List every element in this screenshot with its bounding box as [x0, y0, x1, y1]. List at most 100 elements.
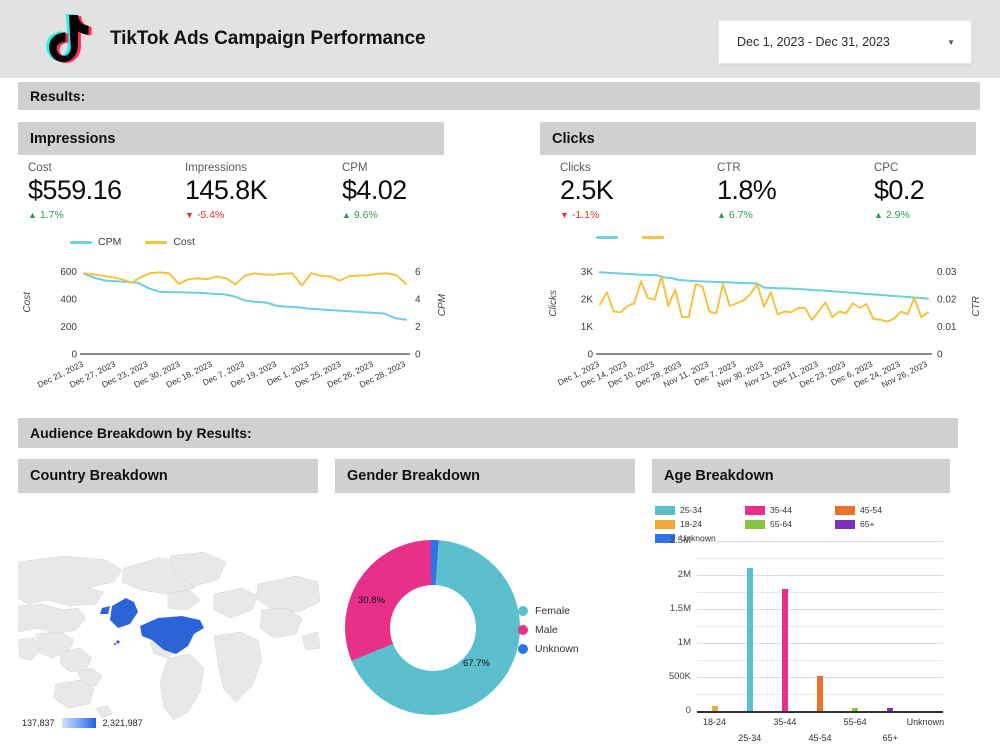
card-title-gender: Gender Breakdown: [347, 468, 480, 484]
svg-text:400: 400: [60, 295, 77, 306]
legend-item-35-44[interactable]: 35-44: [745, 505, 825, 515]
legend-item-cpm[interactable]: CPM: [70, 236, 121, 248]
donut-label-female: 67.7%: [463, 658, 490, 669]
bar-35-44[interactable]: [781, 588, 788, 711]
legend-label: Female: [535, 605, 571, 617]
kpi-value: $4.02: [342, 175, 407, 205]
legend-item-male[interactable]: Male: [518, 624, 579, 636]
y-axis-tick: 2.5M: [669, 535, 691, 546]
legend-dot: [518, 644, 528, 654]
kpi-label: CTR: [717, 162, 741, 174]
card-title-country: Country Breakdown: [30, 468, 168, 484]
legend-item-cost[interactable]: Cost: [145, 236, 195, 248]
kpi-label: CPC: [874, 162, 899, 174]
gridline: [697, 609, 943, 610]
legend-item-65plus[interactable]: 65+: [835, 519, 915, 529]
kpi-delta-value: 1.7%: [39, 209, 64, 222]
kpi-delta: ▼ -5.4%: [185, 209, 342, 221]
kpi-delta: ▼ -1.1%: [560, 209, 717, 221]
gridline-minor: [697, 592, 943, 593]
legend-swatch: [596, 236, 618, 239]
kpi-clicks: Clicks 2.5K ▼ -1.1%: [560, 162, 717, 221]
bar-45-54[interactable]: [817, 676, 823, 711]
bar-25-34[interactable]: [746, 568, 753, 711]
legend-swatch: [642, 236, 664, 239]
legend-swatch: [655, 519, 675, 529]
y-axis-tick: 2M: [677, 569, 691, 580]
kpi-delta-value: 2.9%: [885, 209, 910, 222]
legend-item-18-24[interactable]: 18-24: [655, 519, 735, 529]
svg-text:600: 600: [60, 267, 77, 278]
legend-label: 35-44: [770, 505, 792, 515]
legend-swatch: [655, 533, 675, 543]
highlight-united-states: [100, 598, 204, 654]
legend-item-clicks[interactable]: [596, 236, 618, 239]
map-legend-min: 137,837: [22, 718, 55, 728]
donut-hole: [389, 584, 476, 671]
section-label-audience: Audience Breakdown by Results:: [30, 425, 252, 441]
svg-text:0.02: 0.02: [937, 295, 957, 306]
legend-label: 65+: [860, 519, 875, 529]
age-breakdown-chart[interactable]: 25-34 35-44 45-54 18-24 55-64 65+ Unknown 0 500…: [655, 505, 955, 745]
bar-18-24[interactable]: [711, 706, 718, 711]
svg-text:200: 200: [60, 322, 77, 333]
kpi-value: 1.8%: [717, 175, 777, 205]
top-bar: TikTok Ads Campaign Performance Dec 1, 2…: [0, 0, 1000, 78]
kpi-row-impressions: Cost $559.16 ▲ 1.7% Impressions 145.8K ▼…: [28, 162, 499, 221]
x-axis-tick: 25-34: [738, 733, 762, 743]
legend-swatch: [70, 240, 92, 244]
legend-item-unknown[interactable]: Unknown: [655, 533, 735, 543]
legend-label: 55-64: [770, 519, 792, 529]
kpi-value: $0.2: [874, 175, 925, 205]
legend-swatch: [145, 240, 168, 244]
kpi-value: 145.8K: [185, 175, 268, 205]
legend-item-ctr[interactable]: [642, 236, 664, 239]
x-axis-tick: 55-64: [843, 717, 867, 727]
legend-item-25-34[interactable]: 25-34: [655, 505, 735, 515]
arrow-up-icon: ▲: [874, 209, 883, 220]
arrow-up-icon: ▲: [342, 209, 351, 220]
kpi-label: Clicks: [560, 162, 591, 174]
kpi-label: Cost: [28, 162, 52, 174]
kpi-delta-value: 6.7%: [728, 209, 753, 222]
svg-text:0.03: 0.03: [937, 267, 957, 278]
arrow-down-icon: ▼: [185, 209, 194, 220]
legend-item-55-64[interactable]: 55-64: [745, 519, 825, 529]
kpi-label: Impressions: [185, 162, 247, 174]
date-range-picker[interactable]: Dec 1, 2023 - Dec 31, 2023 ▼: [718, 20, 972, 64]
card-header-country: Country Breakdown: [18, 459, 318, 493]
legend-swatch: [835, 519, 855, 529]
svg-text:0: 0: [415, 350, 421, 361]
legend-label: Cost: [173, 236, 195, 248]
donut-ring: [345, 540, 520, 715]
legend-item-female[interactable]: Female: [518, 605, 579, 617]
country-breakdown-map[interactable]: [18, 548, 320, 738]
kpi-delta: ▲ 2.9%: [874, 209, 1000, 221]
y-axis-tick: 1.5M: [669, 603, 691, 614]
legend-dot: [518, 625, 528, 635]
bar-65+[interactable]: [887, 708, 894, 711]
kpi-ctr: CTR 1.8% ▲ 6.7%: [717, 162, 874, 221]
kpi-value: $559.16: [28, 175, 122, 205]
kpi-cost: Cost $559.16 ▲ 1.7%: [28, 162, 185, 221]
x-axis-tick: 45-54: [808, 733, 832, 743]
kpi-label: CPM: [342, 162, 368, 174]
svg-text:6: 6: [415, 267, 421, 278]
legend-swatch: [835, 505, 855, 515]
legend-item-unknown[interactable]: Unknown: [518, 643, 579, 655]
kpi-delta: ▲ 1.7%: [28, 209, 185, 221]
legend-label: CPM: [98, 236, 122, 248]
y-axis-tick: 1M: [677, 637, 691, 648]
chart-impressions-trend: CPM Cost Cost CPM 0 200 400 600 0 2 4 6 Dec 21, 2…: [22, 236, 448, 404]
svg-text:2K: 2K: [581, 295, 594, 306]
legend-item-45-54[interactable]: 45-54: [835, 505, 915, 515]
age-plot-area: 0 500K 1M 1.5M 2M 2.5M 18-24 25-34 35-44 45-54 55-…: [669, 535, 944, 743]
y-axis-tick: 0: [685, 705, 691, 716]
arrow-up-icon: ▲: [717, 209, 726, 220]
gender-donut-chart[interactable]: 67.7% 30.8%: [345, 540, 520, 715]
gridline-minor: [697, 660, 943, 661]
bar-55-64[interactable]: [852, 708, 859, 711]
donut-label-male: 30.8%: [358, 595, 385, 606]
chevron-down-icon[interactable]: ▼: [947, 37, 955, 47]
world-map-svg: [18, 548, 320, 738]
